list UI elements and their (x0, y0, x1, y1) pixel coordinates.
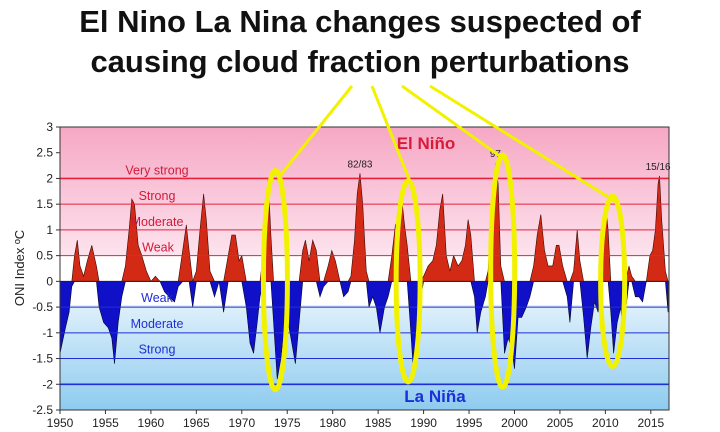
threshold-label: Moderate (131, 317, 184, 331)
la-nina-background (60, 305, 669, 410)
threshold-label: Moderate (131, 215, 184, 229)
y-tick-label: 0.5 (36, 249, 53, 263)
x-tick-label: 2005 (547, 416, 574, 430)
threshold-lines: Very strong Strong Moderate Weak Weak Moderat… (60, 163, 669, 386)
x-tick-label: 1955 (92, 416, 119, 430)
x-tick-label: 1950 (47, 416, 74, 430)
highlight-connector (278, 85, 354, 178)
y-tick-label: 3 (46, 120, 53, 134)
la-nina-label: La Niña (404, 387, 466, 406)
threshold-label: Strong (139, 343, 176, 357)
x-tick-label: 1965 (183, 416, 210, 430)
x-tick-label: 2000 (501, 416, 528, 430)
x-tick-label: 2015 (637, 416, 664, 430)
chart-title: El Nino La Nina changes suspected of cau… (0, 2, 720, 82)
chart-title-line-2: causing cloud fraction perturbations (90, 44, 630, 79)
highlight-ellipse (488, 152, 518, 390)
y-tick-label: -1 (42, 326, 53, 340)
plot-frame (59, 126, 670, 411)
el-nino-label: El Niño (397, 134, 456, 153)
y-tick-label: -0.5 (32, 300, 53, 314)
x-tick-label: 1960 (138, 416, 165, 430)
threshold-label: Strong (139, 189, 176, 203)
threshold-label: Very strong (125, 163, 188, 177)
y-tick-label: -2.5 (32, 403, 53, 417)
y-tick-label: 1.5 (36, 197, 53, 211)
x-tick-label: 2010 (592, 416, 619, 430)
highlight-connector (401, 84, 508, 163)
y-axis-label: ONI Index ºC (12, 230, 27, 306)
chart-title-line-1: El Nino La Nina changes suspected of (79, 4, 641, 39)
x-tick-label: 1985 (365, 416, 392, 430)
threshold-label: Weak (141, 291, 173, 305)
highlight-ellipse (260, 167, 290, 393)
y-tick-label: -1.5 (32, 352, 53, 366)
y-tick-label: -2 (42, 377, 53, 391)
x-tick-label: 1990 (410, 416, 437, 430)
x-tick-label: 1970 (228, 416, 255, 430)
y-tick-label: 2 (46, 171, 53, 185)
x-tick-label: 1995 (456, 416, 483, 430)
y-tick-label: 1 (46, 223, 53, 237)
event-annotation: 82/83 (347, 159, 372, 170)
highlight-connector (370, 85, 414, 188)
highlight-overlays (260, 84, 628, 393)
x-tick-label: 1975 (274, 416, 301, 430)
y-tick-label: 0 (46, 274, 53, 288)
y-tick-label: 2.5 (36, 146, 53, 160)
x-axis-ticks: 1950 1955 1960 1965 1970 1975 1980 1985 1990 1995… (47, 410, 664, 430)
threshold-label: Weak (142, 241, 174, 255)
highlight-ellipse (598, 193, 628, 370)
highlight-connector (429, 84, 618, 204)
y-axis-ticks: 3 2.5 2 1.5 1 0.5 0 -0.5 -1 -1.5 -2 -2.5 (32, 120, 60, 417)
event-annotation: 15/16 (646, 162, 671, 173)
x-tick-label: 1980 (319, 416, 346, 430)
